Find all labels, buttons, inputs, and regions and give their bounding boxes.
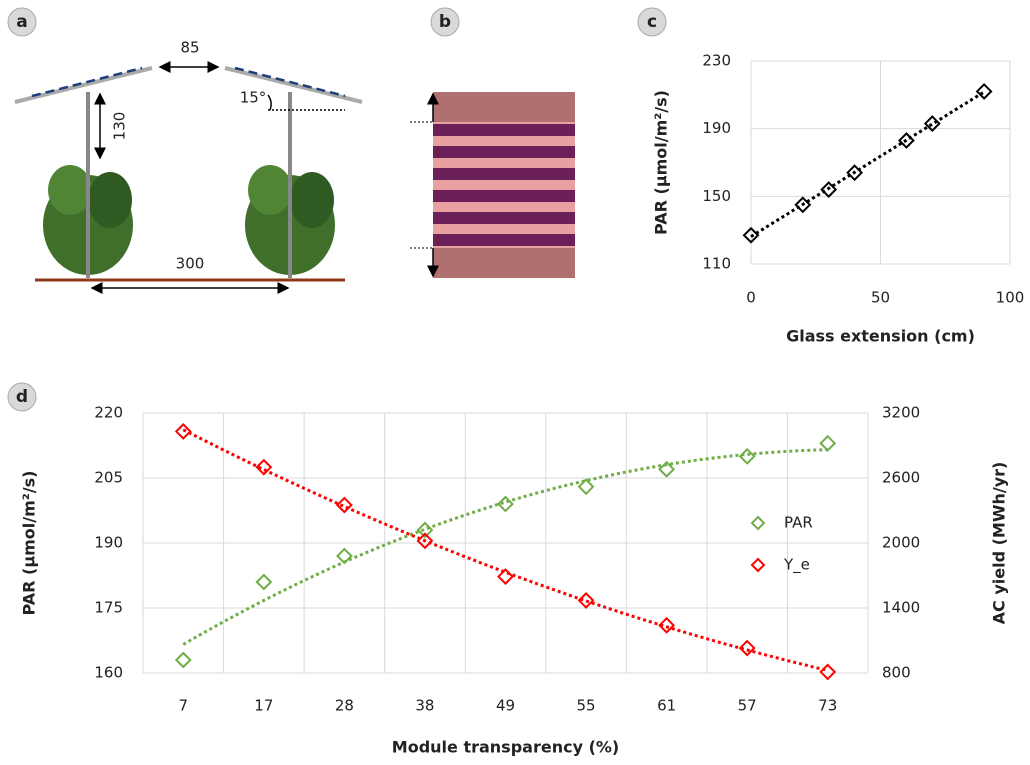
marker <box>794 196 812 214</box>
marker <box>577 592 595 609</box>
marker <box>897 132 915 149</box>
legend-label: PAR <box>784 514 813 532</box>
foliage <box>88 172 132 228</box>
marker <box>255 458 273 476</box>
diagram-a: 85 130 15° 300 <box>14 39 363 294</box>
legend-label: Y_e <box>783 556 810 575</box>
foliage <box>290 172 334 228</box>
marker <box>820 181 838 198</box>
marker <box>497 495 514 513</box>
panel-labels: a b c d <box>7 7 667 412</box>
trendline <box>750 90 985 238</box>
cell-row <box>433 234 575 246</box>
label-badge <box>7 7 37 37</box>
charts: 0 50 100 110 150 190 230 Glass extension (cm) PA… <box>20 52 1025 757</box>
pv-cells <box>234 66 346 98</box>
foliage <box>48 165 92 215</box>
angle-arc <box>267 94 272 111</box>
marker <box>174 423 192 440</box>
angle-label: 15° <box>240 89 267 107</box>
y-tick-label: 175 <box>94 599 123 617</box>
y2-tick-label: 2600 <box>882 469 920 487</box>
panel-label: d <box>16 387 28 407</box>
marker <box>497 568 514 585</box>
y-tick-label: 160 <box>94 664 123 682</box>
cell-rows <box>433 124 575 246</box>
legend-marker <box>750 557 766 573</box>
x-tick-label: 7 <box>179 697 189 715</box>
x-tick-label: 73 <box>818 697 837 715</box>
marker <box>255 573 273 591</box>
label-badge <box>430 7 460 37</box>
y-axis-title: PAR (μmol/m²/s) <box>652 90 671 235</box>
dimension-label: 85 <box>180 39 199 57</box>
marker <box>819 434 837 452</box>
y-tick-label: 150 <box>702 187 731 205</box>
panel-roof <box>224 66 363 104</box>
tree <box>43 165 335 275</box>
cell-row <box>433 124 575 136</box>
y-axis-title: PAR (μmol/m²/s) <box>20 471 39 616</box>
x-tick-label: 61 <box>657 697 676 715</box>
marker <box>335 547 353 565</box>
y-tick-label: 230 <box>702 52 731 70</box>
dimension-label: 300 <box>176 255 205 273</box>
x-tick-label: 17 <box>254 697 273 715</box>
legend-marker <box>750 515 766 531</box>
y-tick-label: 220 <box>94 404 123 422</box>
x-axis-title: Glass extension (cm) <box>786 327 975 346</box>
trendline <box>182 448 828 646</box>
dimension-label: 130 <box>111 112 129 141</box>
x-axis-title: Module transparency (%) <box>392 738 619 757</box>
panel-label: c <box>647 12 657 32</box>
y2-tick-label: 2000 <box>882 534 920 552</box>
x-tick-label: 0 <box>746 289 756 307</box>
diagram-b <box>410 92 575 278</box>
marker <box>819 663 837 681</box>
cell-row <box>433 168 575 180</box>
marker <box>658 460 676 478</box>
label-badge <box>637 7 667 37</box>
marker <box>846 164 864 182</box>
panel-label: b <box>439 12 451 32</box>
marker <box>658 616 676 634</box>
marker <box>335 496 353 514</box>
marker <box>577 478 595 496</box>
y-tick-label: 190 <box>94 534 123 552</box>
pv-cells <box>31 66 143 98</box>
y2-tick-label: 800 <box>882 664 911 682</box>
y2-axis-title: AC yield (MWh/yr) <box>990 462 1009 625</box>
label-badge <box>7 382 37 412</box>
trendline <box>182 428 829 672</box>
y-tick-label: 205 <box>94 469 123 487</box>
x-tick-label: 57 <box>738 697 757 715</box>
y-tick-label: 110 <box>702 255 731 273</box>
x-tick-label: 100 <box>996 289 1025 307</box>
marker <box>738 639 756 657</box>
x-tick-label: 50 <box>871 289 890 307</box>
x-tick-label: 49 <box>496 697 515 715</box>
marker <box>174 651 192 669</box>
x-tick-label: 55 <box>577 697 596 715</box>
marker <box>975 83 993 100</box>
marker <box>738 447 756 465</box>
panel-label: a <box>16 12 27 32</box>
marker <box>416 521 434 539</box>
marker <box>742 226 760 244</box>
x-tick-label: 28 <box>335 697 354 715</box>
panel-roof <box>14 66 153 104</box>
cell-row <box>433 212 575 224</box>
x-tick-label: 38 <box>415 697 434 715</box>
marker <box>416 532 434 550</box>
cell-row <box>433 146 575 158</box>
y-tick-label: 190 <box>702 119 731 137</box>
glass-area <box>433 122 575 248</box>
cell-row <box>433 190 575 202</box>
y2-tick-label: 3200 <box>882 404 920 422</box>
y2-tick-label: 1400 <box>882 599 920 617</box>
marker <box>923 115 941 133</box>
foliage <box>248 165 292 215</box>
